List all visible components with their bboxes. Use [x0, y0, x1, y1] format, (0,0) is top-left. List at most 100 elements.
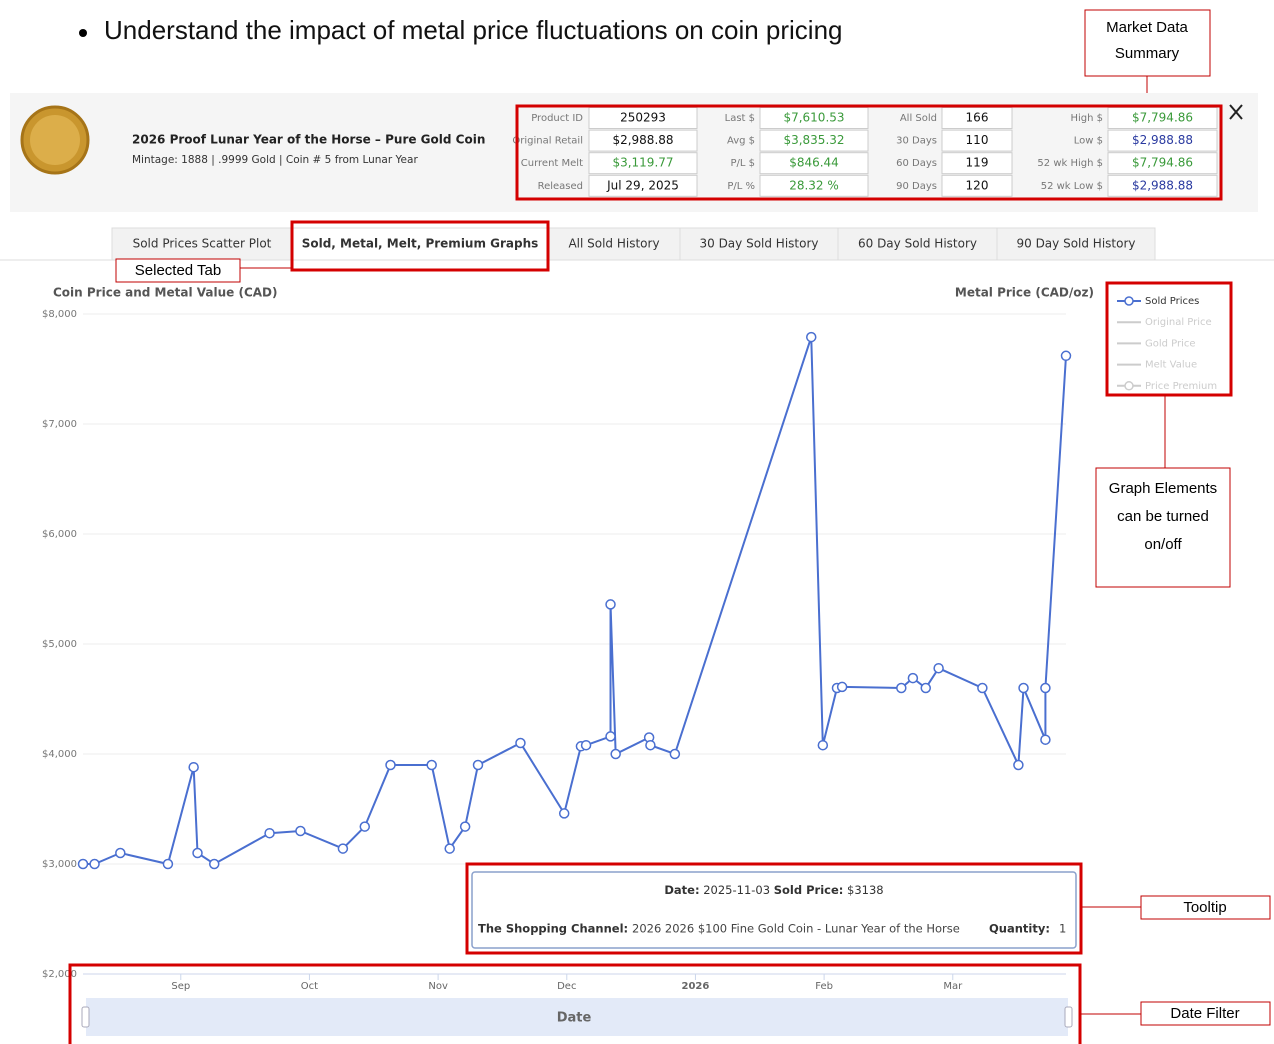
field-label: Current Melt [521, 158, 583, 169]
data-point [210, 860, 219, 869]
data-point [90, 860, 99, 869]
data-point [1041, 735, 1050, 744]
callout-text: on/off [1144, 536, 1182, 553]
field-value: $2,988.88 [612, 133, 673, 147]
data-point [193, 849, 202, 858]
data-point [1041, 684, 1050, 693]
callout-text: Selected Tab [135, 262, 221, 279]
field-label: Avg $ [727, 136, 755, 147]
field-value: $2,988.88 [1132, 133, 1193, 147]
coin-image [30, 115, 80, 165]
tooltip-label: Sold Price: [774, 883, 844, 897]
legend-label[interactable]: Gold Price [1145, 338, 1196, 349]
y-tick-label: $7,000 [42, 419, 77, 430]
data-point [1014, 761, 1023, 770]
field-value: $3,835.32 [783, 133, 844, 147]
navigator-handle[interactable] [82, 1007, 89, 1027]
y-tick-label: $2,000 [42, 969, 77, 980]
y-tick-label: $8,000 [42, 309, 77, 320]
legend-label[interactable]: Original Price [1145, 317, 1212, 328]
data-point [1062, 351, 1071, 360]
field-label: Released [538, 181, 583, 192]
data-point [163, 860, 172, 869]
y-tick-label: $5,000 [42, 639, 77, 650]
data-point [516, 739, 525, 748]
legend-symbol [1125, 382, 1133, 390]
y-tick-label: $6,000 [42, 529, 77, 540]
data-point [461, 822, 470, 831]
data-point [1019, 684, 1028, 693]
field-value: 120 [966, 178, 989, 192]
tab-label: All Sold History [568, 237, 659, 251]
field-label: Low $ [1074, 136, 1103, 147]
data-point [818, 741, 827, 750]
data-point [582, 741, 591, 750]
navigator-handle[interactable] [1065, 1007, 1072, 1027]
field-label: 52 wk High $ [1037, 158, 1103, 169]
data-point [386, 761, 395, 770]
y-axis-title: Coin Price and Metal Value (CAD) [53, 286, 277, 300]
data-point [807, 333, 816, 342]
data-point [908, 674, 917, 683]
tooltip-label: Quantity: [989, 922, 1050, 936]
navigator-label: Date [557, 1011, 592, 1026]
data-point [611, 750, 620, 759]
x-tick-label: Feb [815, 981, 833, 992]
data-point [360, 822, 369, 831]
x-tick-label: Mar [943, 981, 963, 992]
field-value: 166 [966, 111, 989, 125]
data-point [474, 761, 483, 770]
data-point [79, 860, 88, 869]
data-point [189, 763, 198, 772]
tooltip-value: 1 [1059, 922, 1066, 936]
x-tick-label: Nov [428, 981, 448, 992]
field-label: 60 Days [896, 158, 937, 169]
tooltip-label: Date: [664, 883, 699, 897]
field-label: 90 Days [896, 181, 937, 192]
field-value: 250293 [620, 111, 666, 125]
product-title: 2026 Proof Lunar Year of the Horse – Pur… [132, 133, 485, 147]
data-point [338, 844, 347, 853]
data-point [606, 600, 615, 609]
legend-label[interactable]: Sold Prices [1145, 296, 1199, 307]
callout-text: Date Filter [1170, 1005, 1239, 1022]
field-value: $7,610.53 [783, 111, 844, 125]
tooltip-value: $3138 [847, 883, 884, 897]
data-point [978, 684, 987, 693]
y2-axis-title: Metal Price (CAD/oz) [955, 286, 1094, 300]
tab-label: Sold, Metal, Melt, Premium Graphs [302, 237, 539, 251]
callout-text: Market Data [1106, 19, 1188, 36]
field-value: $7,794.86 [1132, 156, 1193, 170]
callout-text: Summary [1115, 45, 1180, 62]
page: Understand the impact of metal price flu… [0, 0, 1274, 1044]
data-point [646, 741, 655, 750]
data-point [934, 664, 943, 673]
tooltip-value: 2026 2026 $100 Fine Gold Coin - Lunar Ye… [632, 922, 960, 936]
y-tick-label: $4,000 [42, 749, 77, 760]
field-label: All Sold [900, 113, 937, 124]
x-tick-label: Dec [557, 981, 576, 992]
data-point [606, 732, 615, 741]
legend-label[interactable]: Price Premium [1145, 381, 1217, 392]
legend-label[interactable]: Melt Value [1145, 360, 1197, 371]
field-label: 30 Days [896, 136, 937, 147]
y-tick-label: $3,000 [42, 859, 77, 870]
callout-text: Graph Elements [1109, 480, 1217, 497]
data-point [838, 682, 847, 691]
field-value: $7,794.86 [1132, 111, 1193, 125]
field-label: Last $ [725, 113, 755, 124]
field-value: 28.32 % [789, 178, 839, 192]
field-value: 119 [966, 156, 989, 170]
field-value: $846.44 [789, 156, 839, 170]
tooltip-line: Date: 2025-11-03 Sold Price: $3138 [664, 883, 883, 897]
legend: Sold Prices Original Price Gold Price Melt … [1117, 296, 1217, 392]
product-details: Mintage: 1888 | .9999 Gold | Coin # 5 fr… [132, 154, 418, 166]
data-point [897, 684, 906, 693]
tooltip-value: 2025-11-03 [703, 883, 770, 897]
field-label: P/L % [727, 181, 755, 192]
data-point [670, 750, 679, 759]
tab-label: 60 Day Sold History [858, 237, 977, 251]
field-label: P/L $ [730, 158, 755, 169]
data-point [427, 761, 436, 770]
series-line [83, 337, 1066, 864]
